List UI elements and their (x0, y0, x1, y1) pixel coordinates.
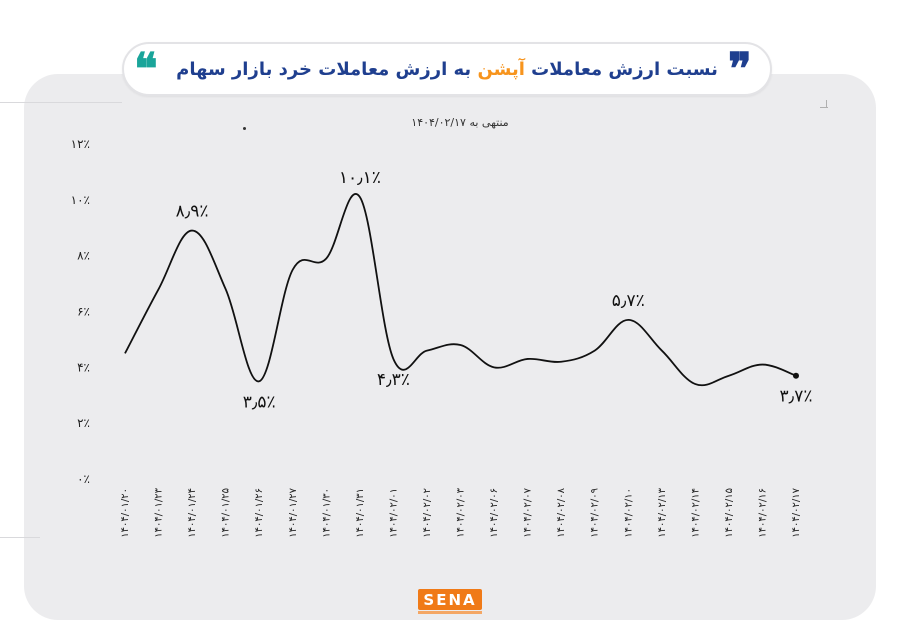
data-label: ۳٫۵٪ (243, 392, 276, 412)
x-tick-label: ۱۴۰۴/۰۱/۳۰ (321, 488, 332, 538)
x-tick-label: ۱۴۰۴/۰۲/۰۲ (422, 488, 433, 538)
x-tick-label: ۱۴۰۴/۰۲/۰۱ (388, 488, 399, 538)
sena-logo: SENA (418, 589, 482, 610)
y-tick-label: ۰٪ (77, 472, 90, 486)
decorative-tick-h (820, 107, 828, 108)
x-tick-label: ۱۴۰۴/۰۱/۲۶ (254, 488, 265, 538)
x-tick-label: ۱۴۰۴/۰۲/۰۶ (489, 488, 500, 538)
x-tick-label: ۱۴۰۴/۰۲/۱۴ (690, 488, 701, 538)
y-tick-label: ۲٪ (77, 416, 90, 430)
x-tick-label: ۱۴۰۴/۰۲/۰۸ (556, 487, 567, 537)
title-banner: نسبت ارزش معاملات آپشن به ارزش معاملات خ… (122, 42, 772, 96)
x-tick-label: ۱۴۰۴/۰۱/۲۵ (221, 488, 232, 538)
x-tick-label: ۱۴۰۴/۰۲/۱۷ (791, 487, 802, 537)
decorative-line-left (0, 102, 122, 103)
y-tick-label: ۴٪ (77, 360, 90, 374)
x-tick-label: ۱۴۰۴/۰۱/۲۴ (187, 488, 198, 538)
quote-right-icon: ❞ (728, 44, 752, 95)
title-highlight: آپشن (477, 58, 525, 80)
y-tick-label: ۸٪ (77, 249, 90, 263)
data-label: ۴٫۳٪ (377, 370, 410, 390)
x-tick-label: ۱۴۰۴/۰۲/۰۷ (523, 487, 534, 537)
chart-title: نسبت ارزش معاملات آپشن به ارزش معاملات خ… (176, 59, 718, 80)
quote-left-icon: ❝ (134, 44, 158, 95)
x-tick-label: ۱۴۰۴/۰۱/۲۰ (120, 488, 131, 538)
logo-text: SENA (423, 590, 477, 609)
data-label: ۳٫۷٪ (780, 387, 813, 407)
decorative-dot (243, 127, 246, 130)
x-tick-label: ۱۴۰۴/۰۲/۱۶ (757, 488, 768, 538)
x-tick-label: ۱۴۰۴/۰۲/۱۰ (623, 488, 634, 538)
data-label: ۵٫۷٪ (612, 291, 645, 311)
decorative-line-bottom (0, 537, 40, 538)
chart-subtitle: منتهی به ۱۴۰۴/۰۲/۱۷ (411, 116, 509, 129)
x-tick-label: ۱۴۰۴/۰۱/۳۱ (355, 488, 366, 538)
x-tick-label: ۱۴۰۴/۰۲/۰۹ (590, 488, 601, 538)
logo-underline (418, 611, 482, 614)
x-tick-label: ۱۴۰۴/۰۱/۲۷ (288, 487, 299, 537)
x-tick-label: ۱۴۰۴/۰۲/۱۵ (724, 488, 735, 538)
data-label: ۸٫۹٪ (176, 202, 209, 222)
data-label: ۱۰٫۱٪ (339, 168, 381, 188)
chart-panel (24, 74, 876, 620)
y-tick-label: ۶٪ (77, 305, 90, 319)
decorative-tick (826, 100, 827, 108)
last-data-point (793, 372, 799, 379)
x-tick-label: ۱۴۰۴/۰۱/۲۳ (154, 487, 165, 537)
title-part-1: نسبت ارزش معاملات (524, 58, 718, 80)
y-tick-label: ۱۰٪ (71, 193, 90, 207)
series-line (124, 193, 797, 387)
x-tick-label: ۱۴۰۴/۰۲/۱۳ (657, 487, 668, 537)
title-part-2: به ارزش معاملات خرد بازار سهام (176, 58, 478, 80)
x-tick-label: ۱۴۰۴/۰۲/۰۳ (456, 487, 467, 537)
y-tick-label: ۱۲٪ (71, 137, 90, 151)
